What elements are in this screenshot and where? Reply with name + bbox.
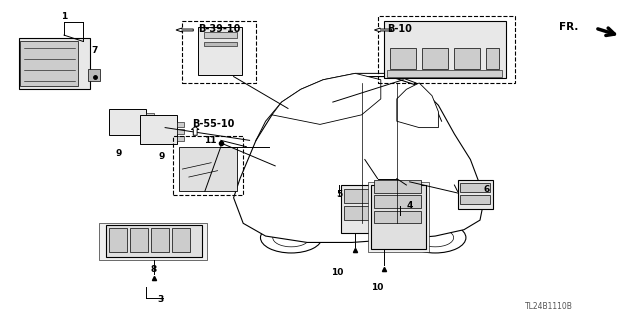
Bar: [106, 225, 202, 257]
Text: 11: 11: [204, 136, 216, 145]
Bar: [390, 48, 416, 69]
Text: TL24B1110B: TL24B1110B: [525, 302, 573, 311]
FancyArrow shape: [374, 28, 392, 32]
Bar: [368, 182, 429, 252]
Text: 8: 8: [150, 265, 157, 274]
Bar: [146, 113, 154, 118]
Polygon shape: [272, 73, 381, 124]
Bar: [378, 16, 515, 83]
Polygon shape: [397, 83, 438, 128]
Bar: [146, 127, 154, 132]
Bar: [130, 228, 148, 252]
Bar: [151, 228, 169, 252]
Bar: [344, 189, 372, 203]
Bar: [173, 136, 243, 195]
Bar: [344, 206, 372, 220]
Bar: [198, 27, 242, 75]
Bar: [109, 228, 127, 252]
Bar: [341, 185, 376, 233]
Text: 6: 6: [483, 185, 490, 194]
FancyArrow shape: [176, 28, 193, 32]
Bar: [88, 69, 100, 81]
Bar: [204, 32, 237, 38]
Text: 10: 10: [371, 283, 384, 292]
Text: B-39-10: B-39-10: [198, 24, 241, 34]
Bar: [109, 109, 146, 135]
Bar: [458, 180, 493, 209]
Text: 9: 9: [115, 149, 122, 158]
Text: 5: 5: [336, 190, 342, 199]
Text: 3: 3: [157, 295, 163, 304]
Bar: [460, 195, 490, 204]
Bar: [384, 21, 506, 78]
Bar: [374, 180, 421, 193]
Bar: [454, 48, 480, 69]
Bar: [460, 183, 490, 192]
Bar: [177, 122, 184, 127]
Bar: [374, 211, 421, 223]
Bar: [374, 195, 421, 208]
Bar: [179, 147, 237, 191]
Bar: [99, 223, 207, 260]
Polygon shape: [234, 77, 483, 242]
Text: 10: 10: [331, 268, 344, 277]
FancyArrow shape: [191, 127, 199, 135]
Bar: [19, 38, 90, 89]
Bar: [172, 228, 190, 252]
Text: B-55-10: B-55-10: [192, 119, 234, 130]
Bar: [182, 21, 256, 83]
Bar: [371, 185, 426, 249]
Text: 9: 9: [158, 152, 164, 161]
Text: FR.: FR.: [559, 22, 578, 32]
Bar: [204, 42, 237, 46]
Bar: [486, 48, 499, 69]
Text: 4: 4: [406, 201, 413, 210]
Bar: [20, 41, 78, 86]
Text: 1: 1: [61, 12, 67, 21]
Bar: [177, 136, 184, 141]
Text: 7: 7: [92, 46, 98, 55]
Bar: [177, 129, 184, 134]
Text: B-10: B-10: [387, 24, 412, 34]
Bar: [422, 48, 448, 69]
Bar: [387, 70, 502, 77]
Bar: [140, 115, 177, 144]
Bar: [146, 120, 154, 125]
